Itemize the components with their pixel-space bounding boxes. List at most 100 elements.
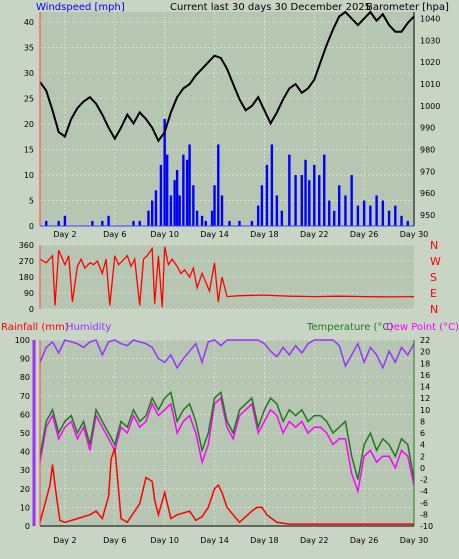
wind-baro-axes: 0 5 10 15 20 25 30 35 40 950 960 970 980 990 1000 1010 1… [24,12,440,239]
wind-bar [182,154,185,226]
left-tick-label: 100 [15,336,30,345]
wind-tick-label: 20 [24,120,34,129]
temp-tick-label: -2 [420,476,428,485]
temp-tick-label: 12 [420,394,430,403]
wind-bar [163,119,166,226]
wind-bar [265,164,269,226]
wind-bar [304,159,307,226]
wind-bar [328,200,331,226]
dewpoint-line [39,396,415,495]
wind-tick-label: 15 [24,146,34,155]
wind-bar [173,180,176,226]
temp-tick-label: 20 [420,348,430,357]
wind-bar [132,220,135,226]
x-tick-label: Day 22 [300,536,329,545]
wind-bar [159,164,163,226]
wind-bar [165,154,169,226]
wind-bar [333,210,336,226]
wind-bar [151,200,154,226]
x-tick-label: Day 30 [400,230,429,239]
left-tick-label: 90 [20,355,30,364]
left-tick-label: 70 [20,392,30,401]
wind-bar [350,175,353,226]
rain-hum-temp-plot-area [40,340,414,526]
wind-tick-label: 10 [24,171,34,180]
direction-tick-label: 90 [24,289,34,298]
temp-tick-label: 10 [420,406,430,415]
baro-tick-label: 1020 [420,58,440,67]
wind-bar [300,175,303,226]
dewpoint-axis-label: Dew Point (°C) [386,322,459,333]
wind-bar [188,144,191,226]
wind-tick-label: 40 [24,18,34,27]
temperature-line [39,390,415,480]
baro-axis-label: Barometer [hpa] [366,2,449,13]
x-tick-label: Day 18 [250,230,279,239]
wind-bar [318,175,321,226]
left-tick-label: 20 [20,485,30,494]
wind-bar [356,205,360,226]
temp-tick-label: 2 [420,452,425,461]
x-tick-label: Day 6 [103,536,126,545]
wind-bar [294,175,297,226]
x-tick-label: Day 26 [350,536,379,545]
barometer-line [39,10,415,143]
wind-direction-plot-area [40,245,414,309]
humidity-line [39,339,415,370]
temp-tick-label: 0 [420,464,425,473]
wind-bar [138,220,141,226]
temp-tick-label: -6 [420,499,428,508]
wind-bar [270,144,274,226]
x-tick-label: Day 22 [300,230,329,239]
temp-tick-label: -4 [420,487,428,496]
x-tick-label: Day 10 [150,230,179,239]
wind-bar [147,210,150,226]
baro-tick-label: 960 [420,189,435,198]
wind-tick-label: 25 [24,95,34,104]
wind-bar [338,185,341,226]
wind-bar [63,215,67,226]
wind-bar [228,220,231,226]
x-tick-label: Day 14 [200,230,229,239]
temp-tick-label: 18 [420,359,430,368]
wind-bar [250,220,254,226]
direction-tick-label: 0 [29,305,34,314]
wind-bar [204,220,208,226]
direction-tick-label: 180 [19,273,34,282]
temp-tick-label: 8 [420,417,425,426]
x-tick-label: Day 2 [53,536,76,545]
x-tick-label: Day 18 [250,536,279,545]
wind-direction-axes: 360 N 270 W 180 S 90 E 0 N [19,239,441,316]
baro-tick-label: 1040 [420,15,440,24]
compass-label: N [430,303,438,316]
temp-tick-label: 14 [420,383,430,392]
wind-bar [178,195,181,226]
rainfall-axis-label: Rainfall (mm) [1,322,69,333]
wind-bar [313,164,316,226]
direction-tick-label: 270 [19,257,34,266]
x-tick-label: Day 6 [103,230,126,239]
wind-bar [288,154,291,226]
wind-bar [169,195,173,226]
wind-tick-label: 0 [29,222,34,231]
compass-label: N [430,239,438,252]
wind-direction-line [39,246,415,308]
left-tick-label: 30 [20,466,30,475]
baro-tick-label: 970 [420,167,435,176]
wind-bar [195,210,199,226]
wind-baro-plot-area [40,12,414,226]
wind-tick-label: 35 [24,44,34,53]
x-tick-label: Day 14 [200,536,229,545]
wind-bar [362,200,366,226]
wind-bar [217,144,220,226]
wind-axis-label: Windspeed [mph] [36,2,125,13]
wind-bar [406,220,409,226]
chart-title: Current last 30 days 30 December 2025 [170,2,371,13]
wind-bar [238,220,241,226]
temp-tick-label: -10 [420,522,433,531]
temp-tick-label: -8 [420,510,428,519]
wind-bar [154,190,158,226]
wind-bar [200,215,204,226]
temp-tick-label: 16 [420,371,430,380]
